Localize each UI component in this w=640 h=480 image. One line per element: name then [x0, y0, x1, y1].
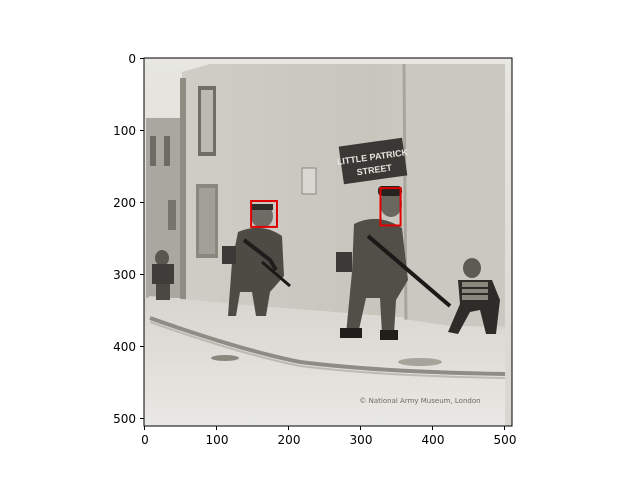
detection-box-face-1 [250, 200, 278, 228]
x-axis: 0 100 200 300 400 500 [141, 426, 516, 447]
street-sign: LITTLE PATRICK STREET [336, 137, 409, 185]
x-tick-label: 500 [494, 433, 517, 447]
y-tick-label: 0 [128, 52, 136, 66]
y-tick-label: 300 [113, 268, 136, 282]
axes-frame [143, 57, 513, 427]
main-building [180, 63, 505, 330]
soldier-right [336, 186, 452, 340]
street-sign-line2: STREET [356, 162, 393, 177]
photo: LITTLE PATRICK STREET [144, 58, 512, 426]
left-building [146, 118, 180, 298]
pavement [144, 296, 506, 426]
x-tick-label: 400 [422, 433, 445, 447]
x-tick-label: 200 [278, 433, 301, 447]
detection-box-face-2 [379, 187, 402, 227]
watermark: © National Army Museum, London [359, 397, 480, 405]
y-tick-label: 200 [113, 196, 136, 210]
y-axis: 0 100 200 300 400 500 [113, 52, 144, 426]
detection-boxes [250, 187, 402, 228]
x-tick-label: 300 [350, 433, 373, 447]
x-tick-label: 0 [141, 433, 149, 447]
child-left [152, 250, 174, 300]
x-tick-label: 100 [206, 433, 229, 447]
y-tick-label: 100 [113, 124, 136, 138]
y-tick-label: 400 [113, 340, 136, 354]
y-tick-label: 500 [113, 412, 136, 426]
soldier-left [222, 204, 291, 316]
child-right [448, 258, 500, 334]
